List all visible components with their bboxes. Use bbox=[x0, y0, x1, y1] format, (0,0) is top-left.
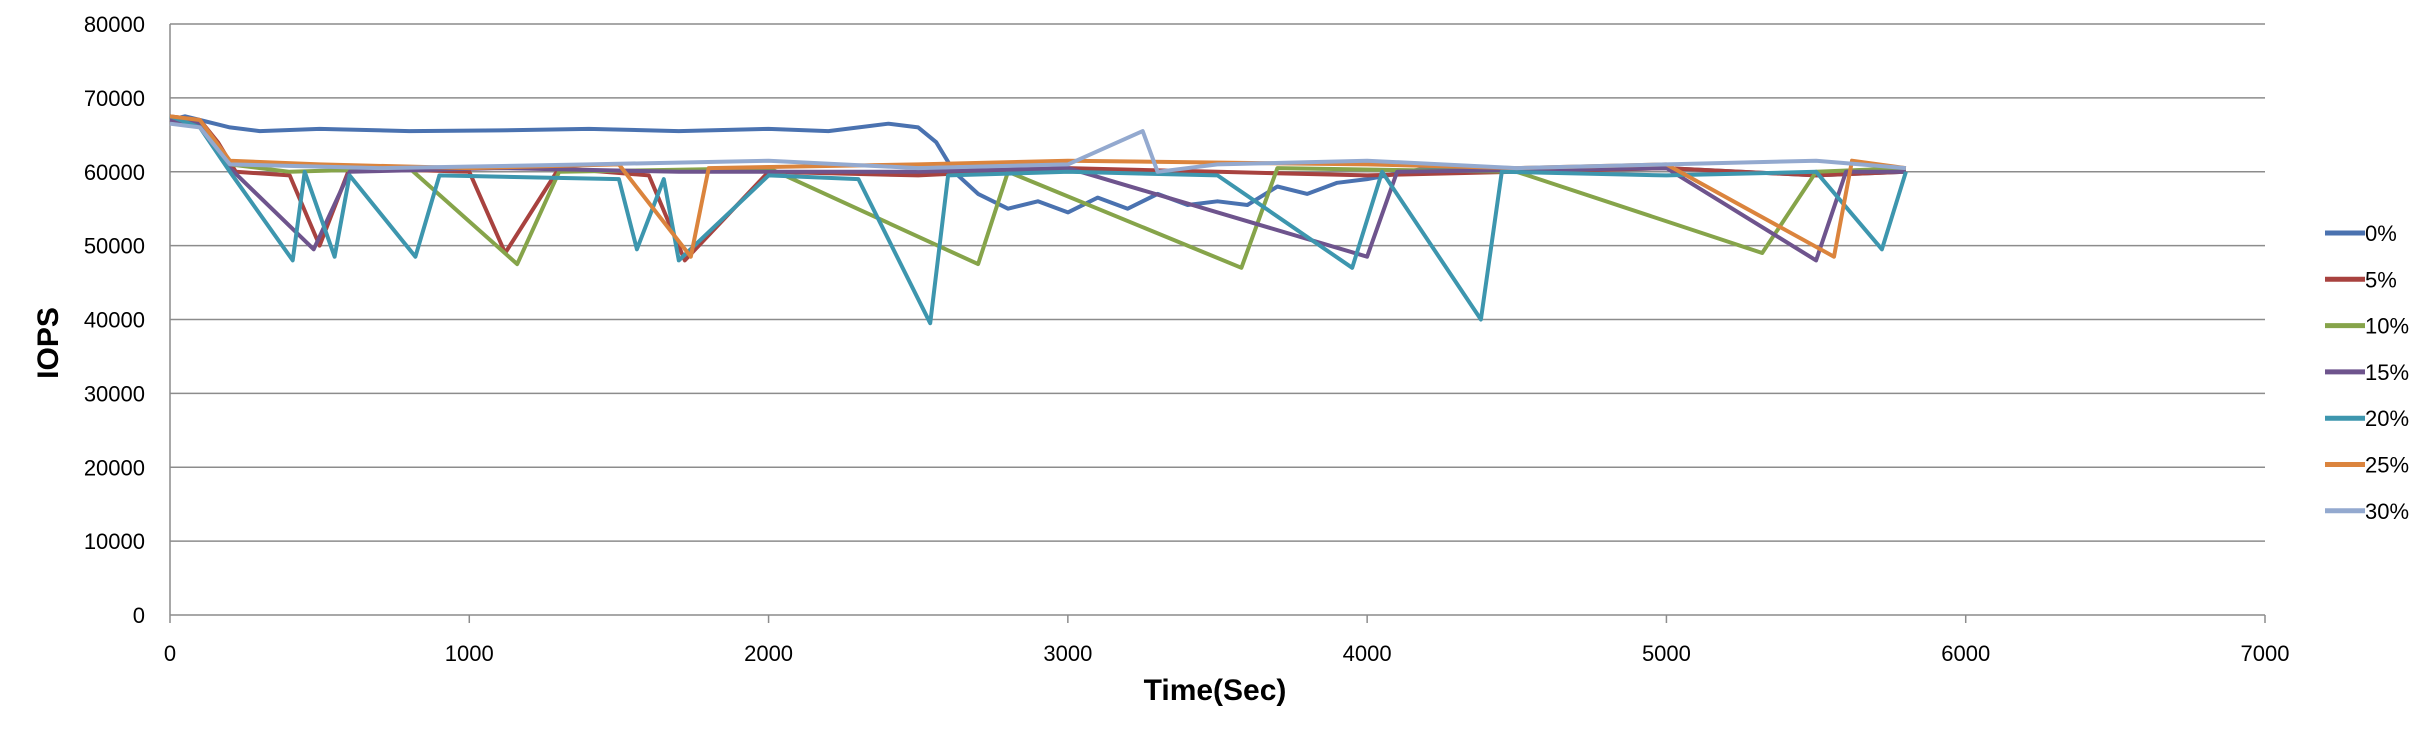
y-tick-label: 0 bbox=[133, 603, 145, 628]
x-tick-label: 2000 bbox=[744, 641, 793, 666]
x-axis-title: Time(Sec) bbox=[1144, 674, 1287, 707]
y-axis-title: IOPS bbox=[32, 307, 65, 379]
y-tick-label: 40000 bbox=[84, 308, 145, 333]
legend-label: 30% bbox=[2365, 499, 2409, 524]
legend-label: 10% bbox=[2365, 314, 2409, 339]
gridlines bbox=[170, 23, 2265, 542]
series-line-10pct bbox=[169, 114, 1906, 270]
legend-label: 0% bbox=[2365, 221, 2397, 246]
y-tick-label: 50000 bbox=[84, 234, 145, 259]
legend-label: 25% bbox=[2365, 453, 2409, 478]
legend-label: 5% bbox=[2365, 267, 2397, 292]
x-tick-label: 7000 bbox=[2241, 641, 2290, 666]
x-tick-label: 6000 bbox=[1941, 641, 1990, 666]
legend-label: 20% bbox=[2365, 406, 2409, 431]
series-line-15pct bbox=[169, 118, 1906, 263]
series-line-0pct bbox=[169, 114, 1906, 215]
x-tick-label: 1000 bbox=[445, 641, 494, 666]
y-tick-label: 70000 bbox=[84, 86, 145, 111]
x-tick-label: 0 bbox=[164, 641, 176, 666]
series-lines bbox=[169, 114, 1908, 326]
axes: 0100002000030000400005000060000700008000… bbox=[84, 12, 2290, 666]
series-line-25pct bbox=[169, 114, 1907, 259]
series-line-30pct bbox=[169, 121, 1907, 174]
legend: 0% 5% 10% 15% 20% 25% 30% bbox=[2325, 221, 2409, 524]
y-tick-label: 20000 bbox=[84, 455, 145, 480]
x-tick-label: 4000 bbox=[1343, 641, 1392, 666]
y-tick-label: 10000 bbox=[84, 529, 145, 554]
legend-label: 15% bbox=[2365, 360, 2409, 385]
y-tick-label: 60000 bbox=[84, 160, 145, 185]
x-tick-label: 3000 bbox=[1043, 641, 1092, 666]
y-tick-label: 80000 bbox=[84, 12, 145, 37]
series-line-20pct bbox=[169, 114, 1908, 326]
x-tick-label: 5000 bbox=[1642, 641, 1691, 666]
y-tick-label: 30000 bbox=[84, 381, 145, 406]
